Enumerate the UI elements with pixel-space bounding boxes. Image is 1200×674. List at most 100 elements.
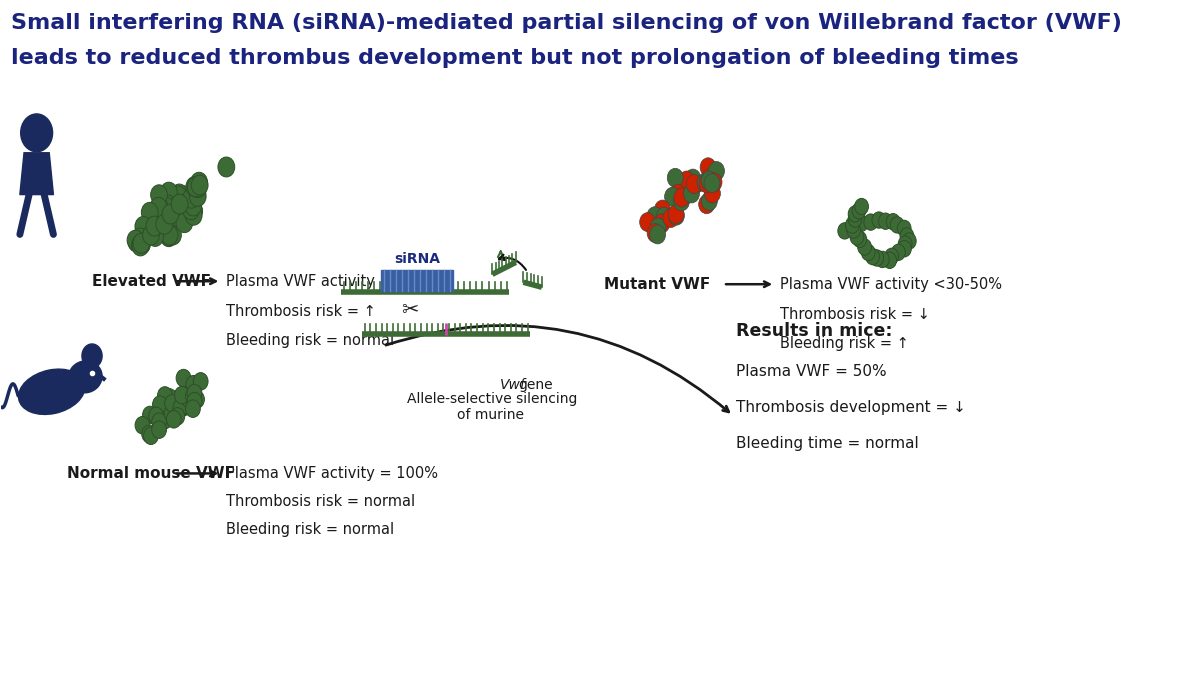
Circle shape [186, 375, 200, 393]
Circle shape [706, 173, 722, 191]
Circle shape [848, 206, 862, 222]
Circle shape [654, 200, 671, 219]
Circle shape [846, 217, 859, 233]
Circle shape [164, 395, 180, 412]
Text: Plasma VWF activity >200%: Plasma VWF activity >200% [227, 274, 434, 288]
Circle shape [838, 222, 852, 239]
Circle shape [686, 175, 702, 193]
Circle shape [133, 234, 150, 254]
FancyBboxPatch shape [380, 270, 452, 291]
Circle shape [184, 395, 198, 412]
Circle shape [647, 207, 662, 226]
Text: Elevated VWF: Elevated VWF [92, 274, 211, 288]
Circle shape [847, 222, 860, 238]
Circle shape [673, 188, 690, 207]
Circle shape [662, 208, 679, 227]
Circle shape [157, 412, 172, 429]
Circle shape [872, 212, 886, 228]
Circle shape [174, 386, 190, 404]
Circle shape [190, 177, 206, 197]
Circle shape [175, 186, 192, 206]
Circle shape [173, 209, 190, 229]
Circle shape [876, 251, 889, 268]
Circle shape [668, 206, 684, 225]
Circle shape [161, 225, 178, 245]
Circle shape [164, 225, 181, 245]
Circle shape [191, 175, 208, 195]
Circle shape [185, 206, 202, 225]
Text: ✂: ✂ [401, 300, 419, 320]
Circle shape [708, 162, 725, 181]
Circle shape [180, 187, 197, 206]
Circle shape [182, 188, 199, 208]
Circle shape [900, 228, 913, 244]
Text: Bleeding time = normal: Bleeding time = normal [736, 435, 918, 451]
Circle shape [133, 233, 150, 253]
Circle shape [136, 218, 152, 237]
Circle shape [169, 186, 186, 206]
Circle shape [186, 388, 200, 405]
Circle shape [146, 201, 163, 221]
Circle shape [182, 200, 199, 220]
Circle shape [847, 218, 860, 235]
Circle shape [689, 174, 704, 193]
Text: siRNA: siRNA [394, 252, 439, 266]
Circle shape [704, 174, 720, 193]
Circle shape [700, 158, 716, 177]
Circle shape [187, 177, 204, 197]
Circle shape [173, 187, 190, 207]
Circle shape [82, 344, 102, 368]
Circle shape [187, 392, 202, 410]
Circle shape [698, 174, 715, 193]
Circle shape [697, 173, 713, 192]
Circle shape [870, 250, 883, 266]
Circle shape [187, 384, 202, 402]
Circle shape [146, 216, 163, 236]
Circle shape [684, 184, 700, 203]
Circle shape [650, 218, 666, 237]
Circle shape [673, 192, 690, 211]
Circle shape [150, 197, 167, 217]
Circle shape [899, 236, 912, 252]
Circle shape [701, 171, 718, 190]
Circle shape [186, 177, 203, 197]
Circle shape [168, 189, 185, 210]
Polygon shape [20, 153, 54, 195]
Circle shape [854, 215, 868, 232]
Text: gene: gene [518, 378, 552, 392]
Text: Allele-selective silencing
of murine: Allele-selective silencing of murine [407, 392, 577, 422]
Circle shape [161, 182, 178, 202]
Text: Thrombosis risk = ↓: Thrombosis risk = ↓ [780, 307, 930, 321]
Circle shape [654, 214, 670, 233]
Circle shape [890, 217, 904, 233]
Circle shape [892, 244, 905, 260]
Circle shape [670, 184, 686, 203]
Circle shape [181, 390, 197, 408]
Text: Vwf: Vwf [499, 378, 526, 392]
Circle shape [698, 195, 715, 214]
Circle shape [151, 196, 168, 216]
Circle shape [156, 200, 173, 220]
Circle shape [175, 399, 190, 417]
Circle shape [144, 208, 161, 228]
Circle shape [158, 197, 175, 218]
Circle shape [647, 224, 664, 243]
Text: Plasma VWF = 50%: Plasma VWF = 50% [736, 364, 887, 379]
Circle shape [149, 407, 163, 425]
Circle shape [161, 226, 178, 247]
Circle shape [128, 232, 145, 252]
Circle shape [180, 195, 197, 215]
Circle shape [185, 196, 202, 216]
Circle shape [858, 239, 871, 255]
Text: Thrombosis development = ↓: Thrombosis development = ↓ [736, 400, 966, 415]
Circle shape [170, 189, 187, 209]
Circle shape [173, 398, 188, 416]
Text: Bleeding risk = ↑: Bleeding risk = ↑ [780, 336, 910, 351]
Circle shape [667, 168, 683, 187]
Circle shape [665, 187, 680, 206]
Circle shape [132, 235, 149, 255]
Circle shape [172, 194, 188, 214]
Circle shape [167, 410, 181, 428]
Circle shape [180, 398, 194, 415]
Circle shape [186, 201, 203, 221]
